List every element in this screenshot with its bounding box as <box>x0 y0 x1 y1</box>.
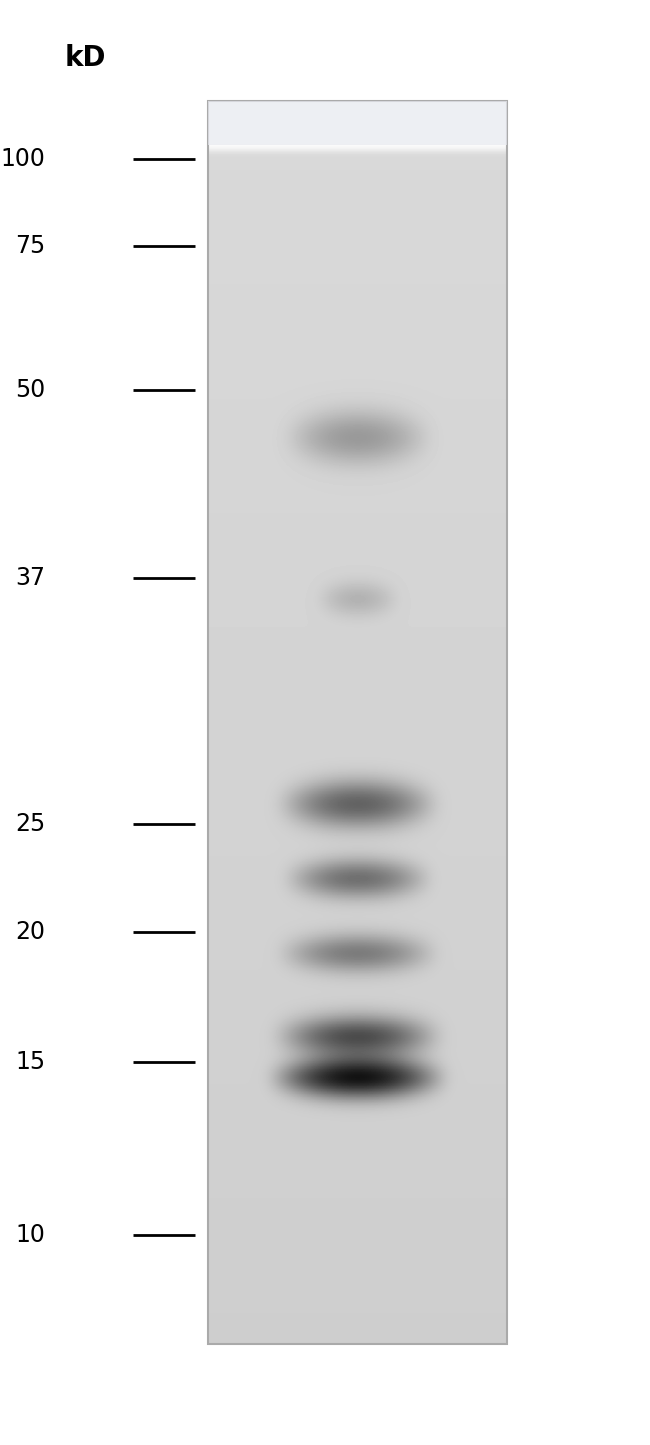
Text: 50: 50 <box>15 379 46 402</box>
Text: 75: 75 <box>15 234 46 257</box>
Text: 100: 100 <box>1 147 46 171</box>
Text: 15: 15 <box>16 1051 46 1074</box>
Text: 10: 10 <box>16 1224 46 1247</box>
Text: kD: kD <box>65 43 107 72</box>
Text: 37: 37 <box>16 566 46 590</box>
Text: 20: 20 <box>16 920 46 944</box>
Bar <box>208 101 507 144</box>
Text: 25: 25 <box>15 812 46 835</box>
